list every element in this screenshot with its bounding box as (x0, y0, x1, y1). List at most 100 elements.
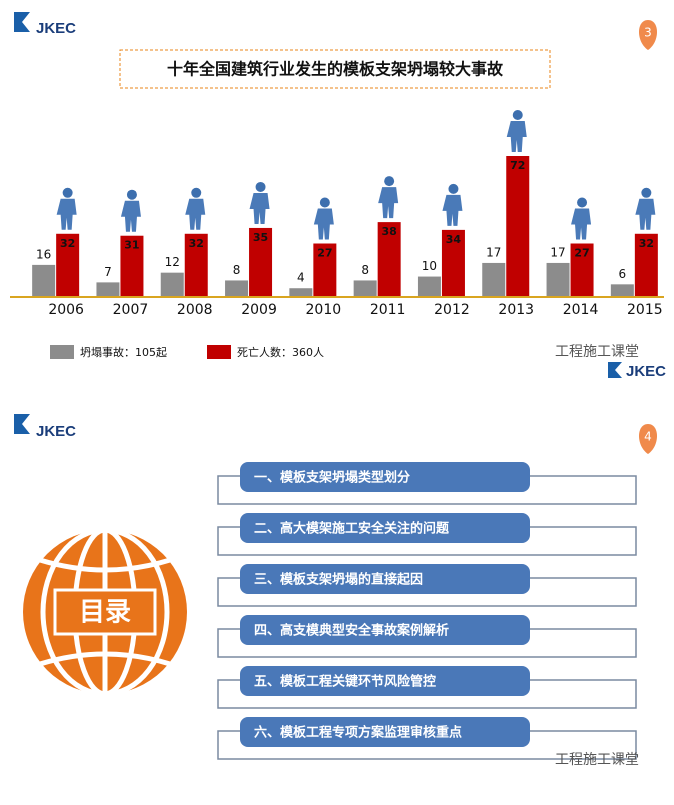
x-tick-label: 2009 (241, 302, 277, 318)
bar (120, 235, 144, 296)
footer-logo: JKEC (626, 363, 666, 380)
data-label: 17 (486, 245, 501, 259)
item-frame (217, 679, 637, 709)
item-frame (217, 475, 637, 505)
person-icon (512, 110, 523, 120)
bar (441, 229, 465, 296)
x-tick-label: 2010 (306, 302, 342, 318)
page-number: 4 (644, 430, 652, 444)
item-frame (217, 577, 637, 607)
legend-swatch (50, 345, 74, 359)
data-label: 31 (124, 239, 139, 252)
logo: JKEC (36, 423, 76, 440)
data-label: 72 (510, 159, 525, 172)
bar (546, 262, 570, 296)
item-bar (240, 615, 530, 645)
bar (56, 233, 80, 296)
watermark: 工程施工课堂 (555, 344, 639, 360)
globe-label: 目录 (79, 598, 131, 628)
person-icon (56, 198, 77, 230)
bar (184, 233, 208, 296)
x-tick-label: 2014 (563, 302, 599, 318)
logo: JKEC (36, 20, 76, 37)
x-tick-label: 2011 (370, 302, 406, 318)
person-icon (191, 187, 202, 198)
page-badge (639, 20, 657, 50)
person-icon (577, 197, 588, 208)
item-label: 二、高大模架施工安全关注的问题 (254, 521, 450, 537)
bar (32, 264, 56, 296)
logo-icon (14, 414, 30, 434)
data-label: 35 (253, 231, 268, 244)
bar (160, 272, 184, 296)
data-label: 32 (639, 237, 654, 250)
item-bar (240, 564, 530, 594)
bar (289, 288, 313, 296)
item-bar (240, 666, 530, 696)
item-label: 三、模板支架坍塌的直接起因 (254, 572, 423, 588)
person-icon (641, 187, 652, 198)
item-frame (217, 628, 637, 658)
person-icon (384, 176, 395, 187)
bar (313, 243, 337, 296)
item-bar (240, 717, 530, 747)
globe (23, 527, 187, 697)
data-label: 17 (550, 245, 565, 259)
person-icon (249, 192, 270, 224)
data-label: 12 (165, 255, 180, 269)
data-label: 6 (619, 267, 627, 281)
item-label: 一、模板支架坍塌类型划分 (254, 470, 410, 486)
item-bar (240, 513, 530, 543)
chart-title: 十年全国建筑行业发生的模板支架坍塌较大事故 (167, 60, 504, 79)
person-icon (313, 208, 334, 240)
data-label: 38 (381, 225, 396, 238)
person-icon (185, 198, 206, 230)
person-icon (506, 121, 527, 152)
bar (610, 284, 634, 296)
person-icon (255, 181, 266, 192)
watermark: 工程施工课堂 (555, 752, 639, 768)
bar (96, 282, 120, 296)
logo-icon (14, 12, 30, 32)
data-label: 32 (189, 237, 204, 250)
bar (482, 262, 506, 296)
item-label: 六、模板工程专项方案监理审核重点 (254, 725, 462, 741)
data-label: 4 (297, 271, 305, 285)
item-frame (217, 730, 637, 760)
person-icon (319, 197, 330, 208)
person-icon (378, 187, 399, 219)
bar (377, 222, 401, 296)
bar (225, 280, 249, 296)
person-icon (442, 194, 463, 226)
bar (417, 276, 441, 296)
slide-1 (0, 0, 674, 385)
data-label: 8 (361, 263, 369, 277)
data-label: 34 (446, 233, 462, 246)
data-label: 16 (36, 247, 51, 261)
data-label: 27 (317, 247, 332, 260)
title-box (119, 49, 551, 89)
person-icon (635, 198, 656, 230)
legend-swatch (207, 345, 231, 359)
data-label: 8 (233, 263, 241, 277)
person-icon (120, 200, 141, 232)
data-label: 27 (574, 247, 589, 260)
x-tick-label: 2006 (48, 302, 84, 318)
person-icon (62, 187, 73, 198)
page-number: 3 (644, 26, 652, 40)
x-tick-label: 2008 (177, 302, 213, 318)
data-label: 7 (104, 265, 112, 279)
x-tick-label: 2012 (434, 302, 470, 318)
data-label: 32 (60, 237, 75, 250)
item-label: 四、高支模典型安全事故案例解析 (254, 623, 449, 639)
x-tick-label: 2007 (113, 302, 149, 318)
bar (249, 227, 273, 296)
legend-label: 死亡人数：360人 (237, 345, 324, 359)
item-bar (240, 462, 530, 492)
x-tick-label: 2015 (627, 302, 663, 318)
bar (506, 156, 530, 296)
bar (353, 280, 377, 296)
item-label: 五、模板工程关键环节风险管控 (254, 674, 436, 690)
